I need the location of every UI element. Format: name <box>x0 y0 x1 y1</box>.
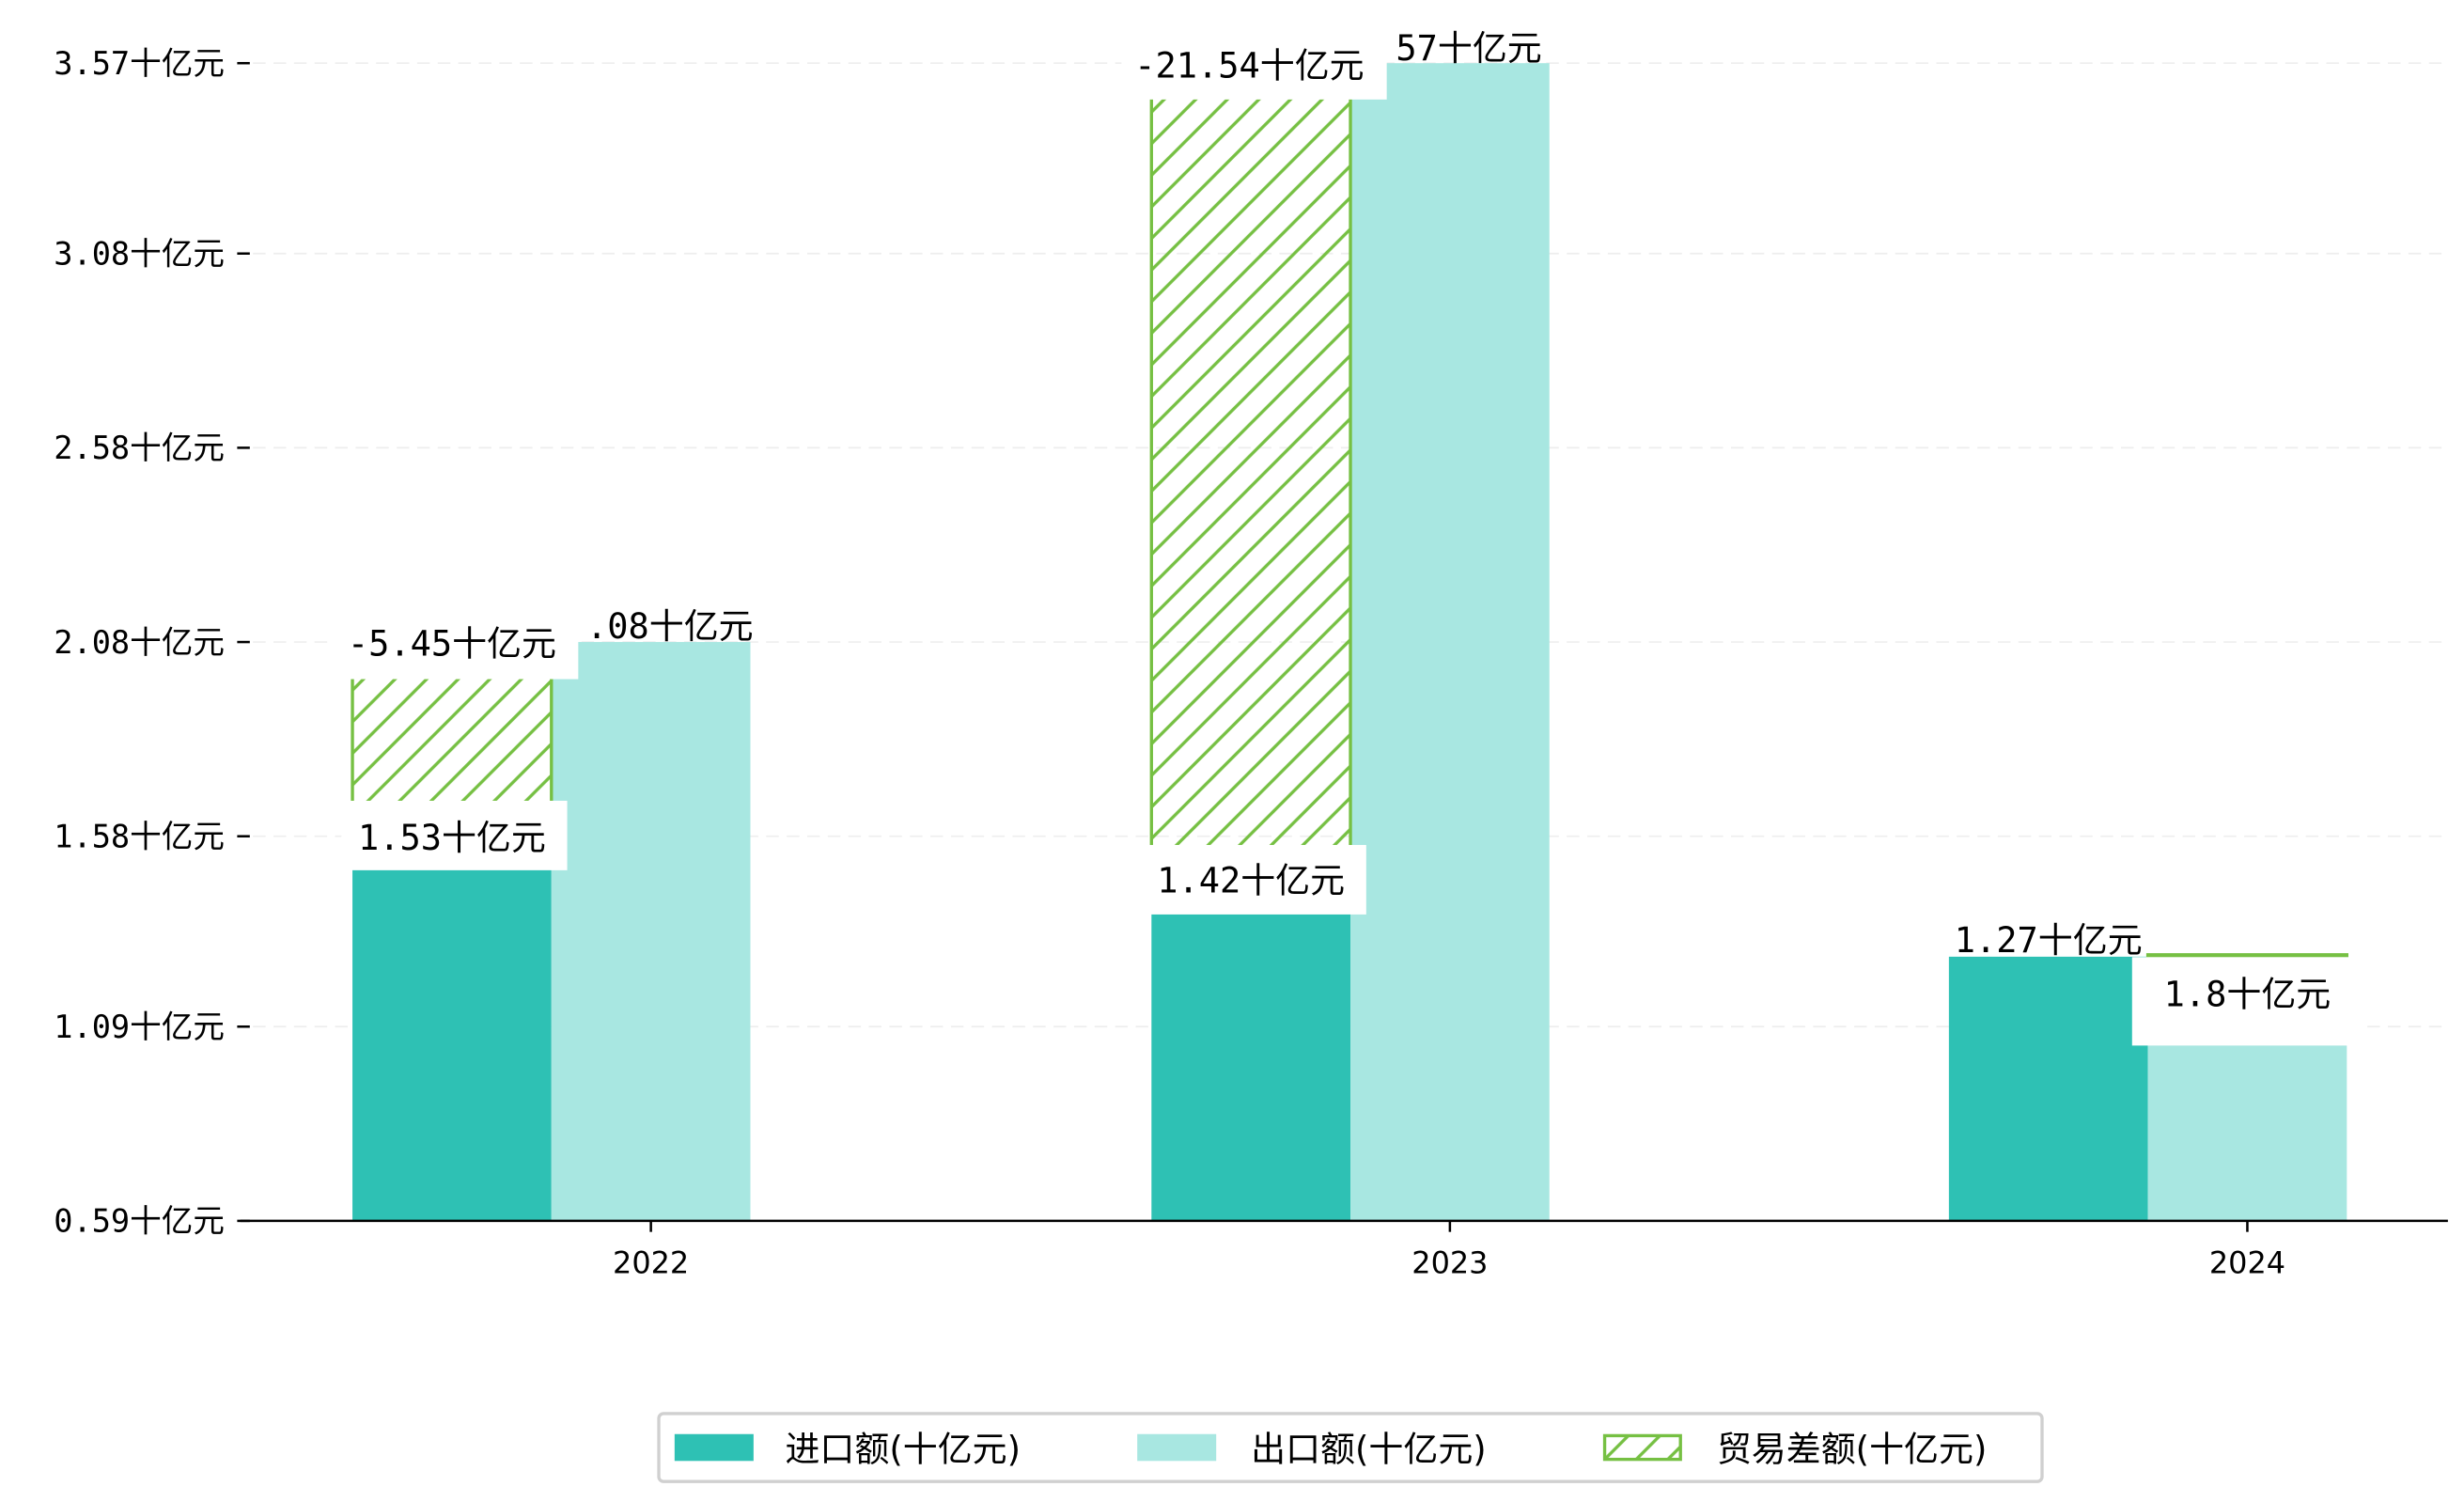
data-label-background <box>1121 28 1387 100</box>
import-bar <box>1151 898 1351 1221</box>
y-tick-label: 3.08十亿元 <box>54 236 225 273</box>
x-tick-label: 2022 <box>613 1244 689 1280</box>
y-axis: 0.59十亿元 1.09十亿元 1.58十亿元 2.08十亿元 2.58十亿元 3.08十… <box>54 45 250 1240</box>
y-tick-label: 1.09十亿元 <box>54 1009 225 1045</box>
data-label-background <box>2131 957 2364 1046</box>
data-label: 57十亿元 <box>1396 28 1541 69</box>
y-tick-label: 2.08十亿元 <box>54 624 225 661</box>
legend-swatch <box>1602 1433 1682 1462</box>
trade-balance-bar <box>2145 953 2348 959</box>
bars <box>351 63 2348 1221</box>
data-label: 1.8十亿元 <box>2164 974 2331 1014</box>
y-tick-label: 2.58十亿元 <box>54 430 225 466</box>
data-label-background <box>341 800 568 870</box>
y-tick-label: 0.59十亿元 <box>54 1203 225 1240</box>
data-label: -5.45十亿元 <box>348 623 556 664</box>
data-label: .08十亿元 <box>586 606 754 647</box>
y-tick-label: 1.58十亿元 <box>54 818 225 854</box>
legend-label: 进口额(十亿元) <box>785 1429 1021 1469</box>
data-label: 1.53十亿元 <box>358 818 546 858</box>
legend: 进口额(十亿元) 出口额(十亿元) 贸易差额(十亿元) <box>657 1412 2044 1483</box>
legend-label: 贸易差额(十亿元) <box>1717 1429 1988 1469</box>
x-tick-label: 2023 <box>1411 1244 1488 1280</box>
data-label: 1.42十亿元 <box>1157 860 1345 900</box>
export-bar <box>2147 1041 2347 1221</box>
trade-balance-bar <box>1149 81 1352 900</box>
legend-swatch <box>1137 1433 1217 1462</box>
data-label: 1.27十亿元 <box>1955 920 2143 961</box>
legend-swatch <box>674 1433 754 1462</box>
import-bar <box>1948 956 2148 1221</box>
import-bar <box>352 855 552 1221</box>
legend-label: 出口额(十亿元) <box>1251 1429 1487 1469</box>
export-bar <box>551 642 751 1221</box>
y-tick-label: 3.57十亿元 <box>54 45 225 82</box>
data-label-background <box>1140 844 1366 915</box>
data-label: -21.54十亿元 <box>1134 45 1364 86</box>
data-labels: .08十亿元 1.53十亿元 -5.45十亿元 57十亿元 1.42十亿元 -21.54十… <box>332 28 2364 1046</box>
x-axis: 2022 2023 2024 <box>613 1220 2285 1280</box>
x-tick-label: 2024 <box>2209 1244 2285 1280</box>
export-bar <box>1350 63 1550 1221</box>
data-label-background <box>332 607 579 680</box>
